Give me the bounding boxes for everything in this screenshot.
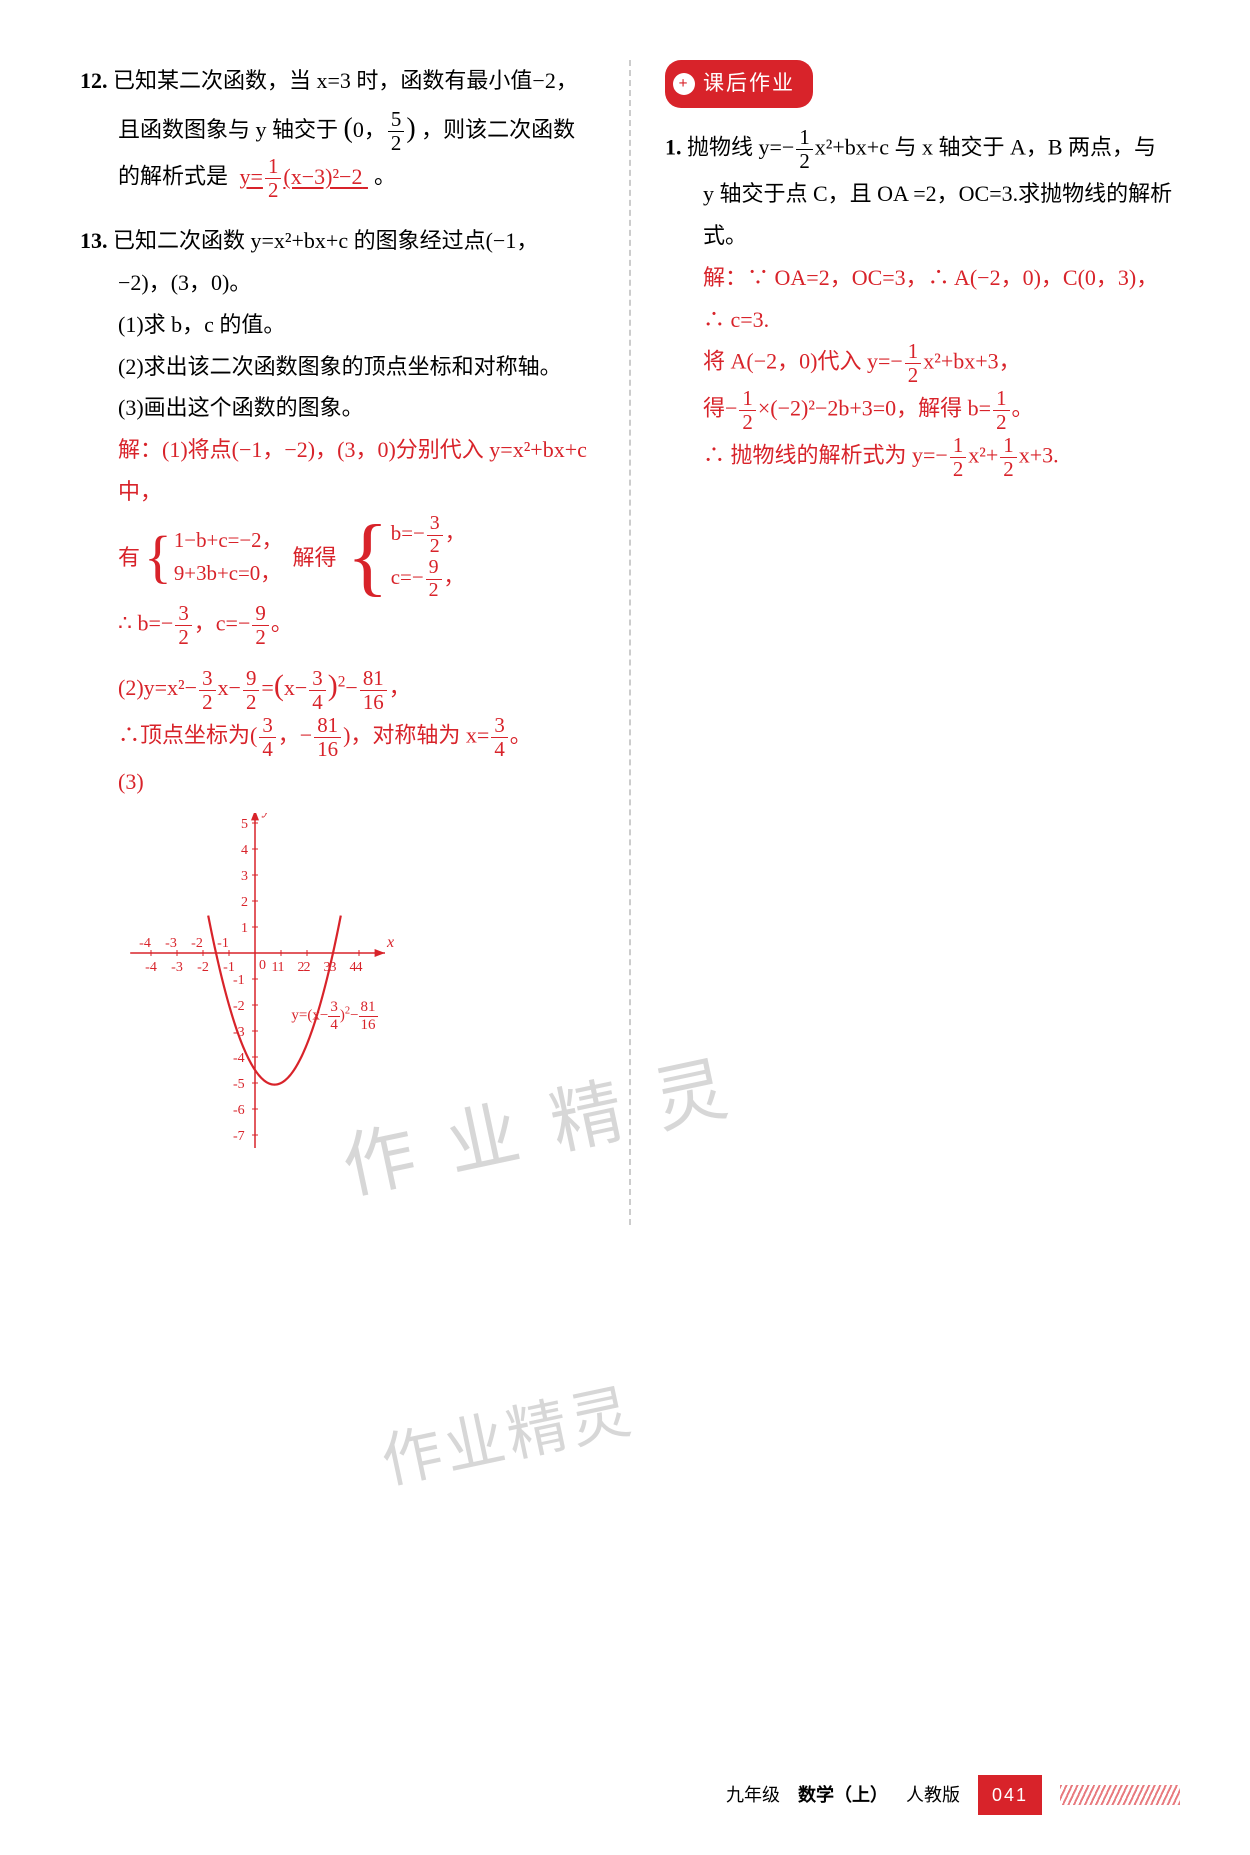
q13-sol1c: ∴ b=−32，c=−92。 — [80, 602, 595, 649]
column-divider — [629, 60, 631, 1225]
problem-r1: 1. 抛物线 y=−12x²+bx+c 与 x 轴交于 A，B 两点，与 y 轴… — [665, 126, 1180, 481]
r1-number: 1. — [665, 135, 682, 160]
q13-line1: 已知二次函数 y=x²+bx+c 的图象经过点(−1， — [113, 228, 538, 253]
q13-sol2b: ∴顶点坐标为(34，−8116)，对称轴为 x=34。 — [80, 714, 595, 761]
q13-line2: −2)，(3，0)。 — [80, 262, 595, 304]
svg-text:x: x — [386, 934, 394, 951]
q12-text-1: 已知某二次函数，当 x=3 时，函数有最小值−2， — [113, 68, 578, 93]
q12-answer: y=12(x−3)²−2 — [234, 164, 374, 189]
q13-sub1: (1)求 b，c 的值。 — [80, 304, 595, 346]
page-footer: 九年级 数学（上） 人教版 041 — [726, 1775, 1180, 1815]
svg-text:-6: -6 — [233, 1103, 245, 1118]
svg-text:-4: -4 — [233, 1051, 245, 1066]
q13-sol2: (2)y=x²−32x−92=(x−34)2−8116， — [80, 657, 595, 714]
footer-grade: 九年级 — [726, 1778, 780, 1812]
footer-page: 041 — [978, 1775, 1042, 1815]
svg-text:-5: -5 — [233, 1077, 245, 1092]
r1-line3: 式。 — [665, 215, 1180, 257]
problem-12: 12. 已知某二次函数，当 x=3 时，函数有最小值−2， 且函数图象与 y 轴… — [80, 60, 595, 202]
q12-text-2a: 且函数图象与 y 轴交于 — [118, 117, 338, 142]
q13-sol1a: 解：(1)将点(−1，−2)，(3，0)分别代入 y=x²+bx+c 中， — [80, 429, 595, 513]
svg-text:1: 1 — [241, 921, 248, 936]
svg-text:-1: -1 — [217, 936, 229, 951]
r1-line1a: 抛物线 y=− — [687, 135, 794, 160]
right-column: + 课后作业 1. 抛物线 y=−12x²+bx+c 与 x 轴交于 A，B 两… — [665, 60, 1180, 1225]
svg-text:4: 4 — [356, 960, 363, 975]
homework-badge: + 课后作业 — [665, 60, 813, 108]
svg-text:-1: -1 — [233, 973, 245, 988]
r1-sol4: ∴ 抛物线的解析式为 y=−12x²+12x+3. — [665, 434, 1180, 481]
svg-text:-2: -2 — [233, 999, 245, 1014]
parabola-chart: -4-3-2-101234-4-3-2-11234-7-6-5-4-3-2-11… — [90, 813, 595, 1207]
svg-text:y: y — [261, 813, 271, 818]
q13-sol3: (3) — [80, 761, 595, 803]
svg-text:1: 1 — [278, 960, 285, 975]
svg-text:-2: -2 — [197, 960, 209, 975]
q12-period: 。 — [374, 164, 396, 189]
svg-text:2: 2 — [241, 895, 248, 910]
svg-text:2: 2 — [304, 960, 311, 975]
badge-label: 课后作业 — [703, 64, 795, 104]
q12-number: 12. — [80, 68, 108, 93]
r1-sol3: 得−12×(−2)²−2b+3=0，解得 b=12。 — [665, 387, 1180, 434]
svg-text:3: 3 — [241, 869, 248, 884]
q13-number: 13. — [80, 228, 108, 253]
q13-sub3: (3)画出这个函数的图象。 — [80, 387, 595, 429]
q12-text-2b: ，则该二次函数 — [421, 117, 575, 142]
svg-text:-4: -4 — [145, 960, 157, 975]
svg-text:4: 4 — [241, 843, 248, 858]
q12-point-frac: 52 — [388, 108, 404, 155]
footer-subject: 数学（上） — [798, 1778, 888, 1812]
r1-line2: y 轴交于点 C，且 OA =2，OC=3.求抛物线的解析 — [665, 173, 1180, 215]
left-column: 12. 已知某二次函数，当 x=3 时，函数有最小值−2， 且函数图象与 y 轴… — [80, 60, 595, 1225]
svg-text:-3: -3 — [171, 960, 183, 975]
watermark-2: 作业精灵 — [371, 1355, 645, 1520]
svg-text:-7: -7 — [233, 1129, 245, 1144]
r1-line1b: x²+bx+c 与 x 轴交于 A，B 两点，与 — [815, 135, 1156, 160]
svg-text:-3: -3 — [165, 936, 177, 951]
plus-icon: + — [673, 73, 695, 95]
r1-frac1: 12 — [796, 126, 812, 173]
footer-edition: 人教版 — [906, 1778, 960, 1812]
problem-13: 13. 已知二次函数 y=x²+bx+c 的图象经过点(−1， −2)，(3，0… — [80, 220, 595, 1206]
q13-sol1b: 有 { 1−b+c=−2， 9+3b+c=0， 解得 { b=−32， c=−9… — [80, 513, 595, 602]
q12-text-3a: 的解析式是 — [118, 164, 228, 189]
svg-text:5: 5 — [241, 817, 248, 832]
r1-sol1: 解：∵ OA=2，OC=3，∴ A(−2，0)，C(0，3)，∴ c=3. — [665, 257, 1180, 341]
q13-sub2: (2)求出该二次函数图象的顶点坐标和对称轴。 — [80, 346, 595, 388]
svg-text:-4: -4 — [139, 936, 151, 951]
r1-sol2: 将 A(−2，0)代入 y=−12x²+bx+3， — [665, 340, 1180, 387]
svg-text:-2: -2 — [191, 936, 203, 951]
footer-stripe — [1060, 1785, 1180, 1805]
svg-text:0: 0 — [259, 958, 266, 973]
